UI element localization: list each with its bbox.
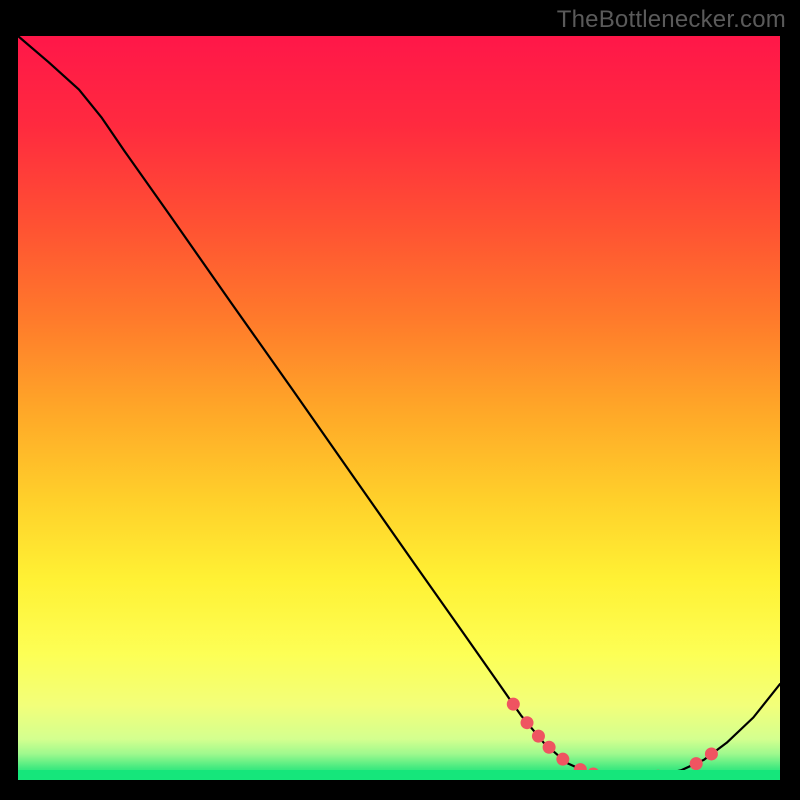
solution-dot — [507, 698, 520, 711]
solution-dot — [690, 757, 703, 770]
gradient-background — [18, 36, 780, 780]
solution-dot — [556, 753, 569, 766]
chart-frame: TheBottlenecker.com — [0, 0, 800, 800]
bottom-accent-bar — [18, 770, 780, 780]
plot-area — [18, 36, 780, 780]
solution-dot — [521, 716, 534, 729]
solution-dot — [543, 741, 556, 754]
plot-svg — [18, 36, 780, 780]
solution-dot — [532, 730, 545, 743]
solution-dot — [705, 747, 718, 760]
watermark-text: TheBottlenecker.com — [557, 6, 786, 34]
